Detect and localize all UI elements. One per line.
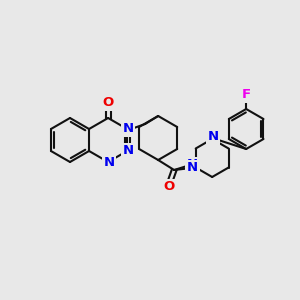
Text: O: O — [164, 181, 175, 194]
Text: O: O — [103, 97, 114, 110]
Text: N: N — [123, 145, 134, 158]
Text: N: N — [187, 158, 198, 172]
Text: N: N — [123, 122, 134, 136]
Text: N: N — [103, 155, 115, 169]
Text: N: N — [187, 161, 198, 174]
Text: N: N — [208, 130, 219, 143]
Text: F: F — [242, 88, 251, 101]
